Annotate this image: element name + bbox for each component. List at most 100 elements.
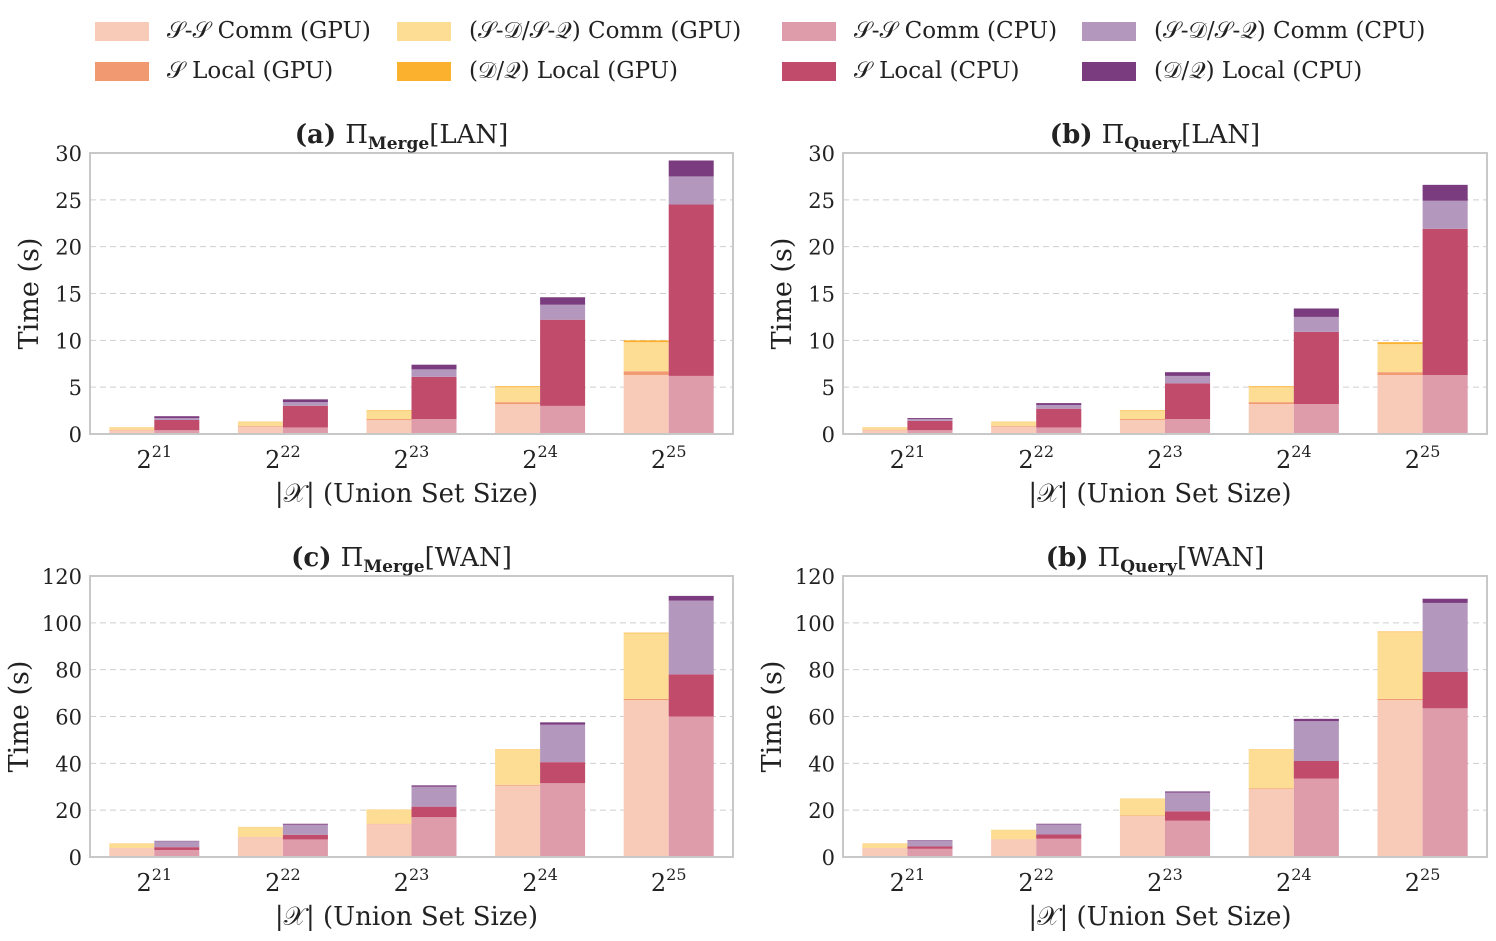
y-tick-label: 80 (808, 659, 835, 683)
x-tick-exponent: 23 (1162, 865, 1182, 884)
y-tick-label: 100 (795, 612, 835, 636)
bar-segment (366, 824, 412, 857)
x-tick-label: 223 (394, 442, 430, 474)
bar-segment (1165, 419, 1211, 434)
y-tick-label: 60 (808, 706, 835, 730)
legend-swatch (397, 61, 451, 81)
chart-title-pi: Π (1102, 120, 1125, 150)
chart-title: (b) ΠQuery[LAN] (1050, 120, 1260, 154)
x-tick-base: 2 (1018, 446, 1033, 474)
x-tick-base: 2 (651, 446, 666, 474)
x-tick-exponent: 24 (538, 442, 558, 461)
x-tick-label: 225 (651, 442, 687, 474)
plot-frame (842, 152, 1488, 435)
chart-title-suffix: [WAN] (425, 543, 512, 573)
x-axis-label: |𝒳| (Union Set Size) (1028, 902, 1291, 932)
x-tick-base: 2 (522, 446, 537, 474)
chart-title: (a) ΠMerge[LAN] (295, 120, 509, 154)
bar-segment (1165, 791, 1211, 793)
bar-segment (495, 785, 541, 857)
x-axis-label: |𝒳| (Union Set Size) (275, 902, 538, 932)
x-tick-label: 224 (1276, 442, 1312, 474)
bar-segment (862, 427, 908, 430)
x-tick-label: 222 (265, 865, 301, 897)
bar-segment (495, 387, 541, 403)
y-tick-label: 5 (69, 376, 82, 400)
bar-segment (1248, 789, 1294, 857)
x-tick-base: 2 (136, 446, 151, 474)
y-tick-label: 10 (808, 329, 835, 353)
x-tick-base: 2 (1147, 446, 1162, 474)
bar-segment (540, 724, 586, 763)
y-tick-label: 60 (55, 706, 82, 730)
y-tick-label: 40 (55, 752, 82, 776)
x-tick-label: 223 (1147, 442, 1183, 474)
x-tick-base: 2 (265, 869, 280, 897)
legend-item: (𝒟/𝒬) Local (CPU) (1082, 53, 1362, 89)
bar-segment (411, 817, 457, 857)
x-tick-label: 225 (651, 865, 687, 897)
x-tick-base: 2 (265, 446, 280, 474)
plot-frame (89, 575, 734, 858)
bar-segment (1248, 387, 1294, 403)
bar-segment (109, 430, 155, 434)
bar-segment (495, 749, 541, 785)
legend-item: 𝒮 Local (GPU) (95, 53, 333, 89)
x-tick-label: 221 (890, 442, 926, 474)
x-tick-exponent: 25 (666, 865, 686, 884)
x-tick-label: 223 (1147, 865, 1183, 897)
x-tick-label: 221 (136, 442, 172, 474)
bar-segment (495, 386, 541, 388)
x-tick-base: 2 (394, 446, 409, 474)
bar-segment (1422, 184, 1468, 201)
x-tick-exponent: 25 (1420, 442, 1440, 461)
bar-segment (991, 829, 1037, 840)
y-axis-label: Time (s) (757, 661, 788, 773)
y-axis-label: Time (s) (767, 238, 798, 350)
x-tick-exponent: 24 (1291, 865, 1311, 884)
bar-segment (366, 419, 412, 420)
x-tick-exponent: 21 (152, 865, 172, 884)
chart-title-suffix: [WAN] (1177, 543, 1264, 573)
x-tick-label: 222 (265, 442, 301, 474)
bar-segment (540, 297, 586, 305)
bar-segment (540, 319, 586, 406)
bar-segment (623, 698, 669, 701)
bar-segment (1119, 419, 1165, 434)
x-tick-exponent: 25 (666, 442, 686, 461)
x-tick-label: 222 (1018, 442, 1054, 474)
bar-segment (282, 823, 328, 825)
legend-swatch (1082, 21, 1136, 41)
chart-title-prefix: (a) (295, 120, 346, 150)
y-tick-label: 40 (808, 752, 835, 776)
bar-segment (907, 419, 953, 421)
bar-segment (668, 674, 714, 717)
bar-segment (668, 176, 714, 205)
x-tick-base: 2 (1276, 446, 1291, 474)
bar-segment (907, 430, 953, 434)
bar-segment (1293, 308, 1339, 317)
bar-segment (540, 783, 586, 857)
chart-title-prefix: (b) (1050, 120, 1102, 150)
bar-segment (1119, 816, 1165, 857)
bar-segment (1036, 838, 1082, 857)
bar-segment (1377, 344, 1423, 373)
bar-segment (1248, 404, 1294, 434)
plot-frame (89, 152, 734, 435)
bar-segment (1377, 342, 1423, 345)
bar-segment (237, 421, 283, 427)
legend-label: (𝒮-𝒟/𝒮-𝒬) Comm (GPU) (469, 18, 742, 44)
x-tick-base: 2 (890, 446, 905, 474)
bar-segment (623, 340, 669, 343)
bar-segment (154, 430, 200, 434)
bar-segment (668, 160, 714, 177)
y-axis-label: Time (s) (4, 661, 35, 773)
y-tick-label: 100 (42, 612, 82, 636)
x-tick-exponent: 23 (409, 865, 429, 884)
y-tick-label: 0 (69, 423, 82, 447)
bar-segment (1422, 602, 1468, 673)
bar-segment (495, 404, 541, 434)
